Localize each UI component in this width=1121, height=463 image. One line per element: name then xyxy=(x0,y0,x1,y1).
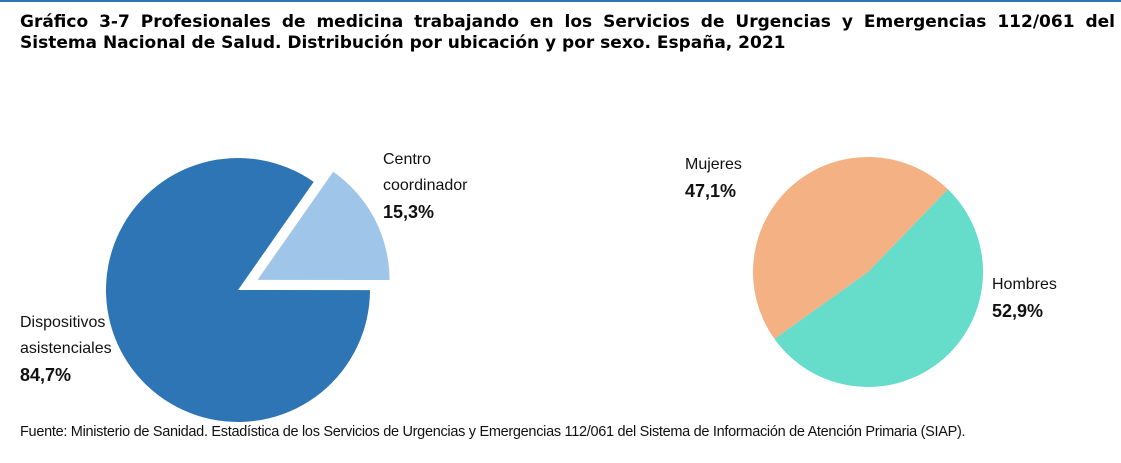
top-rule xyxy=(0,0,1121,2)
pie-slice xyxy=(106,158,370,423)
category-label: Mujeres xyxy=(685,156,742,173)
pie-slice xyxy=(774,189,983,388)
value-label: 15,3% xyxy=(383,202,435,222)
category-label: Centro coordinador xyxy=(383,151,468,194)
value-label: 52,9% xyxy=(992,301,1044,321)
slice-label: Dispositivos asistenciales 84,7% xyxy=(20,310,140,388)
value-label: 84,7% xyxy=(20,365,72,385)
pie-slice xyxy=(257,171,390,281)
category-label: Dispositivos asistenciales xyxy=(20,314,112,357)
slice-label: Centro coordinador 15,3% xyxy=(383,147,498,225)
value-label: 47,1% xyxy=(685,181,737,201)
slice-label: Mujeres 47,1% xyxy=(685,152,785,204)
pie-slice xyxy=(752,157,948,339)
category-label: Hombres xyxy=(992,276,1057,293)
source-note: Fuente: Ministerio de Sanidad. Estadísti… xyxy=(20,424,966,440)
slice-label: Hombres 52,9% xyxy=(992,272,1092,324)
chart-title: Gráfico 3-7 Profesionales de medicina tr… xyxy=(20,12,1115,53)
